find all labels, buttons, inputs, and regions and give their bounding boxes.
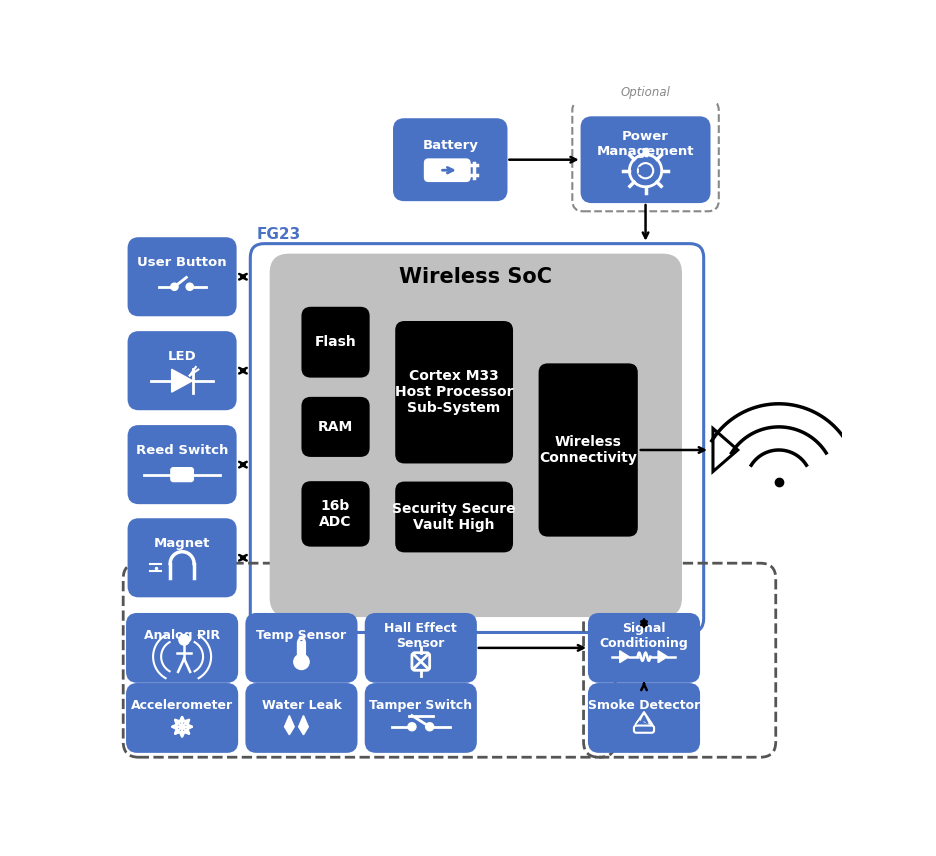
Text: Power
Management: Power Management: [597, 130, 695, 158]
Circle shape: [408, 722, 416, 731]
FancyBboxPatch shape: [246, 614, 357, 681]
Text: Tamper Switch: Tamper Switch: [369, 699, 473, 712]
Polygon shape: [640, 716, 648, 723]
Text: Accelerometer: Accelerometer: [131, 699, 233, 712]
Polygon shape: [299, 716, 308, 734]
Circle shape: [170, 283, 178, 290]
Text: Battery: Battery: [422, 139, 478, 152]
Text: Optional: Optional: [621, 86, 670, 98]
Text: Temp Sensor: Temp Sensor: [256, 629, 346, 642]
Text: Flash: Flash: [314, 336, 357, 349]
Text: Wireless SoC: Wireless SoC: [400, 267, 552, 287]
Text: Magnet: Magnet: [154, 538, 211, 550]
Circle shape: [179, 634, 189, 645]
FancyBboxPatch shape: [270, 253, 682, 617]
FancyBboxPatch shape: [395, 321, 513, 463]
FancyBboxPatch shape: [366, 684, 475, 752]
Polygon shape: [636, 711, 653, 725]
Polygon shape: [658, 651, 667, 663]
FancyBboxPatch shape: [128, 332, 236, 409]
FancyBboxPatch shape: [394, 119, 506, 200]
Polygon shape: [285, 716, 294, 734]
FancyBboxPatch shape: [128, 426, 236, 503]
Text: Security Secure
Vault High: Security Secure Vault High: [392, 502, 516, 532]
FancyBboxPatch shape: [246, 684, 357, 752]
FancyBboxPatch shape: [128, 238, 236, 315]
Circle shape: [186, 283, 194, 290]
FancyBboxPatch shape: [581, 117, 709, 202]
FancyBboxPatch shape: [127, 614, 237, 681]
Circle shape: [426, 722, 433, 731]
FancyBboxPatch shape: [170, 467, 194, 482]
FancyBboxPatch shape: [301, 397, 370, 457]
Circle shape: [294, 654, 309, 669]
Text: Signal
Conditioning: Signal Conditioning: [600, 621, 688, 650]
Text: Analog PIR: Analog PIR: [144, 629, 220, 642]
Text: 16b
ADC: 16b ADC: [319, 499, 352, 529]
Text: LED: LED: [168, 350, 197, 363]
FancyBboxPatch shape: [538, 363, 637, 537]
Text: Reed Switch: Reed Switch: [136, 444, 228, 457]
Text: Wireless
Connectivity: Wireless Connectivity: [539, 435, 637, 465]
Text: FG23: FG23: [256, 227, 300, 242]
FancyBboxPatch shape: [128, 520, 236, 597]
Text: User Button: User Button: [138, 257, 227, 270]
FancyBboxPatch shape: [395, 482, 513, 552]
FancyBboxPatch shape: [589, 684, 699, 752]
Text: Hall Effect
Sensor: Hall Effect Sensor: [385, 621, 457, 650]
FancyBboxPatch shape: [366, 614, 475, 681]
FancyBboxPatch shape: [424, 158, 471, 182]
FancyBboxPatch shape: [127, 684, 237, 752]
Text: Cortex M33
Host Processor
Sub-System: Cortex M33 Host Processor Sub-System: [395, 369, 513, 415]
FancyBboxPatch shape: [589, 614, 699, 681]
Polygon shape: [171, 369, 193, 392]
FancyBboxPatch shape: [301, 481, 370, 547]
FancyBboxPatch shape: [250, 244, 704, 633]
Polygon shape: [620, 651, 629, 663]
Text: Water Leak: Water Leak: [261, 699, 342, 712]
FancyBboxPatch shape: [301, 306, 370, 377]
Text: Smoke Detector: Smoke Detector: [588, 699, 700, 712]
Text: RAM: RAM: [318, 420, 353, 434]
